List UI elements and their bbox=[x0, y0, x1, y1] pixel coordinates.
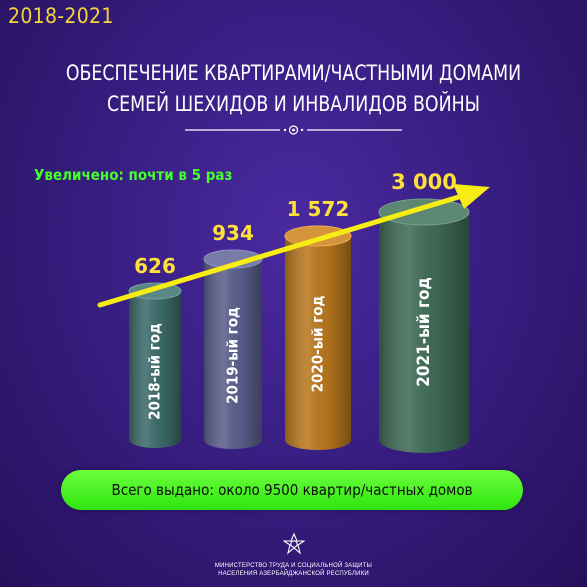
total-summary-text: Всего выдано: около 9500 квартир/частных… bbox=[111, 481, 473, 499]
page-title: ОБЕСПЕЧЕНИЕ КВАРТИРАМИ/ЧАСТНЫМИ ДОМАМИ С… bbox=[23, 58, 563, 120]
year-label-3: 2020-ый год bbox=[309, 296, 327, 393]
title-line-2: СЕМЕЙ ШЕХИДОВ И ИНВАЛИДОВ ВОЙНЫ bbox=[106, 92, 481, 116]
bar-body-shade bbox=[285, 236, 351, 450]
value-label-4: 3 000 bbox=[391, 170, 457, 194]
increase-annotation: Увеличено: почти в 5 раз bbox=[34, 166, 233, 184]
year-label-2: 2019-ый год bbox=[224, 307, 242, 404]
value-label-1: 626 bbox=[134, 254, 176, 278]
bar-body-shade bbox=[129, 291, 181, 448]
bar-4 bbox=[378, 198, 470, 453]
title-line-1: ОБЕСПЕЧЕНИЕ КВАРТИРАМИ/ЧАСТНЫМИ ДОМАМИ bbox=[65, 61, 522, 85]
bar-chart: 2018-ый год 626 2019-ый год 934 2020-ый год 1… bbox=[97, 170, 490, 453]
year-label-4: 2021-ый год bbox=[414, 277, 434, 387]
bar-top bbox=[284, 225, 352, 247]
period-label: 2018-2021 bbox=[8, 4, 114, 28]
bar-2 bbox=[203, 249, 263, 449]
ministry-line-1: МИНИСТЕРСТВО ТРУДА И СОЦИАЛЬНОЙ ЗАЩИТЫ bbox=[214, 563, 373, 569]
ornament-divider bbox=[185, 125, 402, 135]
growth-arrow bbox=[97, 184, 490, 308]
bar-1 bbox=[128, 282, 182, 448]
bar-body-shade bbox=[379, 212, 469, 453]
ministry-name: МИНИСТЕРСТВО ТРУДА И СОЦИАЛЬНОЙ ЗАЩИТЫ Н… bbox=[0, 562, 587, 578]
bar-3 bbox=[284, 225, 352, 450]
total-summary-pill: Всего выдано: около 9500 квартир/частных… bbox=[61, 470, 523, 510]
bar-body-shade bbox=[204, 259, 262, 449]
value-label-3: 1 572 bbox=[287, 197, 350, 221]
year-label-1: 2018-ый год bbox=[146, 323, 164, 420]
ministry-emblem-icon bbox=[283, 532, 305, 555]
value-label-2: 934 bbox=[212, 221, 254, 245]
bar-top bbox=[203, 249, 263, 269]
ministry-line-2: НАСЕЛЕНИЯ АЗЕРБАЙДЖАНСКОЙ РЕСПУБЛИКИ bbox=[218, 571, 369, 577]
bar-top bbox=[378, 198, 470, 226]
